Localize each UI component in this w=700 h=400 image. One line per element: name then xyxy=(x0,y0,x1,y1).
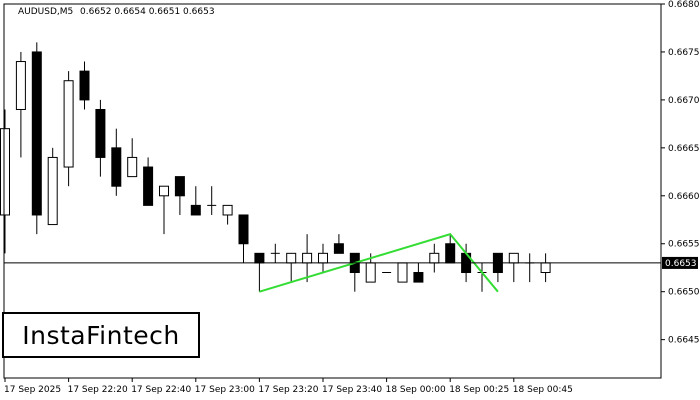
candle xyxy=(270,243,280,263)
candle-body xyxy=(143,166,154,206)
time-tick-label: 17 Sep 22:40 xyxy=(131,385,191,395)
candle xyxy=(47,147,58,226)
candle-body xyxy=(540,262,551,274)
pattern-layer xyxy=(259,233,499,293)
candle xyxy=(397,262,408,283)
candle xyxy=(508,252,519,283)
candle xyxy=(31,42,42,235)
current-price-badge xyxy=(662,256,698,269)
price-tick-label: 0.6675 xyxy=(668,48,700,58)
candle-body xyxy=(15,61,26,110)
candle-body xyxy=(63,80,74,168)
candle-body xyxy=(0,128,10,216)
candle xyxy=(190,186,201,216)
candle-body xyxy=(238,214,249,245)
current-price-label: 0.6653 xyxy=(665,259,697,269)
price-tick-label: 0.6660 xyxy=(668,192,700,202)
candle xyxy=(95,99,106,177)
candle-body xyxy=(222,204,233,216)
time-tick-label: 17 Sep 23:00 xyxy=(195,385,255,395)
candle-body xyxy=(429,252,440,264)
candle xyxy=(540,253,551,283)
candle xyxy=(318,243,328,273)
candle xyxy=(63,71,74,187)
candle-body xyxy=(111,147,122,187)
candle-body xyxy=(508,252,519,264)
candle-body xyxy=(95,108,106,158)
candle-body xyxy=(79,70,90,101)
plot-border xyxy=(3,3,662,379)
candle-body xyxy=(365,262,376,283)
candle xyxy=(174,176,185,215)
time-tick-label: 17 Sep 23:20 xyxy=(258,385,318,395)
candle-body xyxy=(47,156,58,226)
candle-body xyxy=(174,176,185,197)
candle-body xyxy=(318,252,328,264)
price-tick-label: 0.6665 xyxy=(668,144,700,154)
price-tick-label: 0.6650 xyxy=(668,288,700,298)
instafintech-logo: InstaFintech xyxy=(2,312,200,358)
candle xyxy=(302,234,313,283)
candle-body xyxy=(190,204,201,216)
candle xyxy=(159,185,169,235)
candle xyxy=(79,61,90,110)
candle xyxy=(525,253,535,283)
candle-body xyxy=(286,252,297,264)
candle xyxy=(15,51,26,158)
candle xyxy=(0,109,10,254)
candle xyxy=(349,252,360,292)
candle-body xyxy=(445,243,456,264)
time-tick-label: 18 Sep 00:25 xyxy=(449,385,509,395)
price-tick-label: 0.6655 xyxy=(668,240,700,250)
candle xyxy=(127,138,138,178)
time-tick-label: 18 Sep 00:00 xyxy=(386,385,446,395)
candle xyxy=(238,214,249,263)
candles-layer xyxy=(0,42,551,292)
candle-body xyxy=(333,243,344,254)
candle xyxy=(222,204,233,225)
double-top-pattern-line xyxy=(259,233,499,293)
time-axis: 17 Sep 2025 17 Sep 22:20 17 Sep 22:40 17 Se… xyxy=(4,378,573,395)
candle-body xyxy=(254,252,265,264)
time-tick-label: 17 Sep 22:20 xyxy=(68,385,128,395)
candle xyxy=(143,157,154,206)
candle xyxy=(286,252,297,283)
time-tick-label: 17 Sep 23:40 xyxy=(322,385,382,395)
time-tick-label: 17 Sep 2025 xyxy=(4,385,61,395)
candle xyxy=(333,234,344,254)
candle-body xyxy=(397,262,408,283)
candle-body xyxy=(127,156,138,178)
symbol-timeframe-label: AUDUSD,M5 xyxy=(18,7,73,17)
time-tick-label: 18 Sep 00:45 xyxy=(513,385,573,395)
candle xyxy=(429,243,440,273)
candle xyxy=(207,186,217,215)
chart-frame xyxy=(3,3,662,379)
price-axis: 0.6680 0.6675 0.6670 0.6665 0.6660 0.6655 0.66… xyxy=(661,0,700,346)
candle-body xyxy=(159,185,169,197)
price-tick-label: 0.6645 xyxy=(668,336,700,346)
logo-text: InstaFintech xyxy=(22,320,180,350)
price-tick-label: 0.6680 xyxy=(668,0,700,10)
price-tick-label: 0.6670 xyxy=(668,96,700,106)
candle-body xyxy=(31,51,42,216)
candle-body xyxy=(413,272,424,283)
candle xyxy=(254,252,265,292)
candle xyxy=(413,262,424,283)
ohlc-readout: 0.6652 0.6654 0.6651 0.6653 xyxy=(80,7,215,17)
candle-body xyxy=(302,252,313,264)
candle xyxy=(492,252,503,283)
candle xyxy=(111,128,122,196)
